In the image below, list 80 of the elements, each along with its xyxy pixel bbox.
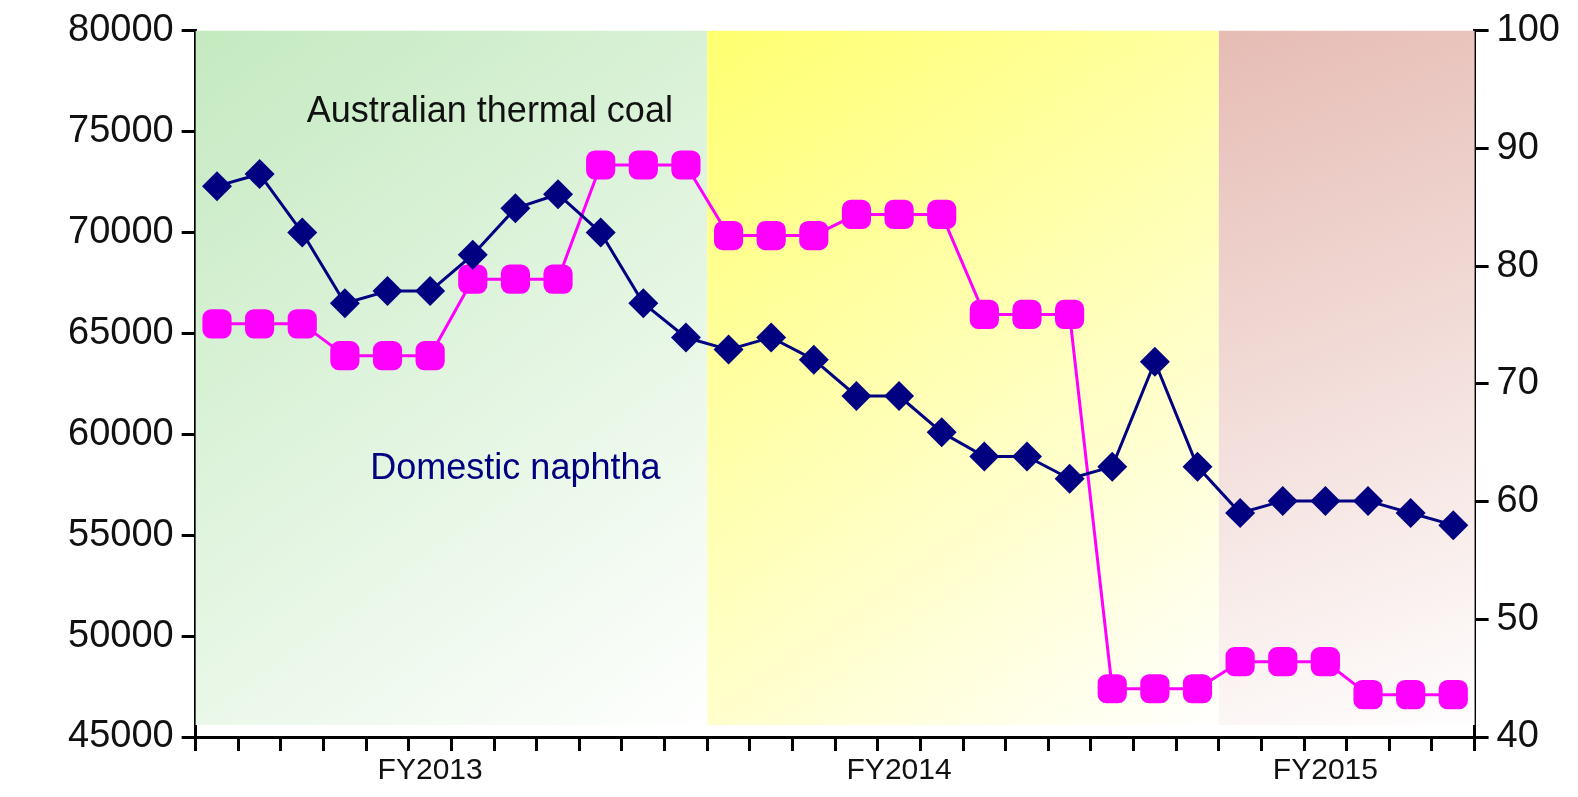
y2-tick-label: 50 xyxy=(1496,595,1539,638)
point xyxy=(500,193,531,224)
point xyxy=(713,334,744,365)
point xyxy=(798,344,829,375)
point xyxy=(713,221,744,251)
point xyxy=(1268,647,1298,677)
point xyxy=(287,217,318,248)
point xyxy=(1011,441,1042,472)
y2-tick-label: 90 xyxy=(1496,124,1539,167)
point xyxy=(415,341,445,371)
point xyxy=(372,341,403,371)
y-tick-label: 65000 xyxy=(68,309,174,352)
y-tick-label: 60000 xyxy=(68,410,174,453)
point xyxy=(756,322,787,353)
x-tick-label: FY2014 xyxy=(846,752,952,786)
point xyxy=(1182,674,1213,704)
point xyxy=(330,341,360,371)
point xyxy=(329,288,360,319)
point xyxy=(628,150,658,180)
point xyxy=(841,199,872,229)
point xyxy=(1267,485,1298,516)
point xyxy=(543,179,574,210)
point xyxy=(1353,485,1384,516)
point xyxy=(201,171,232,202)
point xyxy=(1140,674,1170,704)
point xyxy=(927,199,957,229)
point xyxy=(245,309,275,339)
point xyxy=(1225,647,1255,677)
point xyxy=(500,264,530,294)
point xyxy=(1139,346,1170,377)
y2-tick-label: 70 xyxy=(1496,360,1539,403)
text: Domestic naphtha xyxy=(370,445,662,487)
point xyxy=(1310,647,1340,677)
point xyxy=(372,276,403,307)
point xyxy=(1012,299,1042,330)
point xyxy=(202,309,232,339)
point xyxy=(671,150,701,180)
point xyxy=(1097,451,1128,482)
point xyxy=(926,417,957,448)
point xyxy=(585,217,616,248)
y2-tick-label: 100 xyxy=(1496,7,1560,50)
y-tick-label: 50000 xyxy=(68,612,174,655)
point xyxy=(1225,498,1256,529)
point xyxy=(1182,451,1213,482)
y2-tick-label: 60 xyxy=(1496,478,1539,521)
point xyxy=(1310,485,1341,516)
y-tick-label: 70000 xyxy=(68,209,174,252)
x-tick-label: FY2015 xyxy=(1272,752,1378,786)
point xyxy=(1055,299,1085,330)
point xyxy=(1438,680,1468,710)
y-tick-label: 45000 xyxy=(68,713,174,756)
point xyxy=(457,239,488,270)
series-label: Australian thermal coal xyxy=(306,88,673,130)
point xyxy=(1396,680,1426,710)
point xyxy=(969,441,1000,472)
point xyxy=(1054,463,1085,494)
y-tick-label: 80000 xyxy=(68,7,174,50)
point xyxy=(841,381,872,412)
point xyxy=(756,221,786,251)
y2-tick-label: 80 xyxy=(1496,242,1539,285)
point xyxy=(244,159,275,190)
point xyxy=(586,150,616,180)
point xyxy=(1353,680,1383,710)
point xyxy=(1097,674,1127,704)
point xyxy=(884,381,915,412)
point xyxy=(628,288,659,319)
x-tick-label: FY2013 xyxy=(377,752,483,786)
y-tick-label: 75000 xyxy=(68,108,174,151)
y-tick-label: 55000 xyxy=(68,511,174,554)
y2-tick-label: 40 xyxy=(1496,713,1539,756)
point xyxy=(287,309,317,339)
point xyxy=(969,299,999,330)
point xyxy=(458,264,488,294)
point xyxy=(1395,498,1426,529)
point xyxy=(415,276,446,307)
point xyxy=(670,322,701,353)
point xyxy=(799,221,829,251)
point xyxy=(1438,510,1469,541)
point xyxy=(884,199,914,229)
point xyxy=(543,264,573,294)
